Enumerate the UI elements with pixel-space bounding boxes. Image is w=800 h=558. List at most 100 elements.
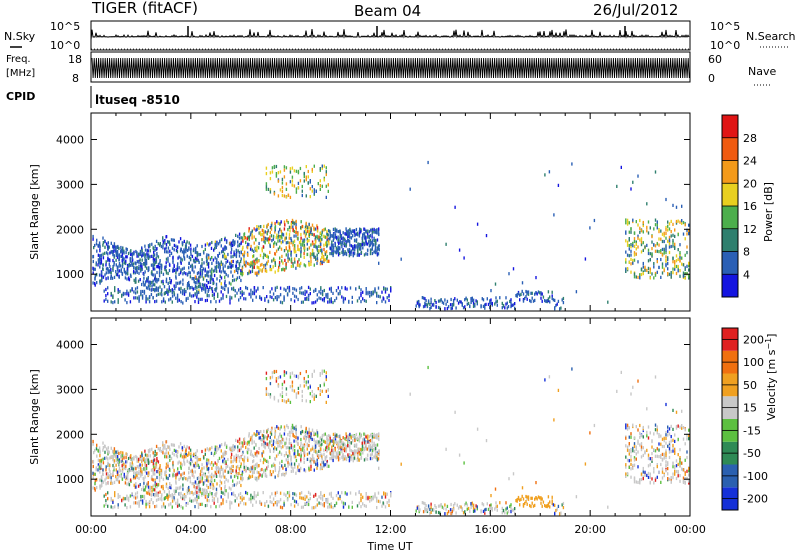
power-cell [343,301,344,304]
velocity-cell [287,433,288,436]
power-cell [278,180,279,183]
power-cell [662,253,663,256]
power-cell [304,263,305,266]
velocity-cell [351,449,352,452]
power-cell [184,258,185,261]
power-cell [310,263,311,266]
velocity-cell [367,458,368,461]
power-cell [229,281,230,284]
power-cell [328,190,329,193]
velocity-cell [261,503,262,506]
velocity-cell [156,494,157,497]
power-cell [294,244,295,247]
velocity-cell [107,457,108,460]
power-cell [292,167,293,170]
velocity-cell [250,500,251,503]
power-cell [324,297,325,300]
velocity-cell [312,438,313,441]
velocity-cell [294,455,295,458]
power-cell [234,243,235,246]
power-cell [455,306,456,309]
velocity-cell [114,505,115,508]
power-cell [286,236,287,239]
velocity-cell [339,457,340,460]
power-cell [156,271,157,274]
velocity-cell [171,457,172,460]
velocity-cell [211,478,212,481]
power-cell [287,286,288,289]
velocity-cell [336,455,337,458]
power-cell [274,222,275,225]
power-cell [179,299,180,302]
power-cell [151,293,152,296]
velocity-cell [363,448,364,451]
velocity-cell [252,435,253,438]
power-cell [320,249,321,252]
power-cell [509,300,510,303]
power-cell [657,223,658,226]
power-cell [266,185,267,188]
power-cell [328,260,329,263]
power-cell [131,287,132,290]
power-cell [285,289,286,292]
power-cell [308,223,309,226]
power-cell [152,296,153,299]
power-cell [367,243,368,246]
power-cell [360,243,361,246]
power-cell [359,286,360,289]
velocity-cell [194,498,195,501]
power-cell [634,253,635,256]
power-cell [367,249,368,252]
power-cell [266,255,267,258]
power-cell [333,228,334,231]
velocity-cell [224,489,225,492]
velocity-cell [102,458,103,461]
power-cell [338,286,339,289]
velocity-cell [358,459,359,462]
velocity-cell [232,484,233,487]
velocity-cell [323,464,324,467]
power-cell [220,275,221,278]
velocity-cell [224,460,225,463]
power-cell [688,275,689,278]
power-cell [310,252,311,255]
velocity-cell [189,461,190,464]
power-cell [312,190,313,193]
velocity-cell [263,437,264,440]
velocity-cell [365,457,366,460]
velocity-cell [326,450,327,453]
velocity-cell [112,501,113,504]
power-cell [320,167,321,170]
velocity-cell [213,475,214,478]
velocity-cell [182,472,183,475]
power-cell [239,237,240,240]
velocity-cell [174,492,175,495]
power-cell [676,259,677,262]
power-cell [291,257,292,260]
velocity-cell [297,469,298,472]
velocity-cell [154,494,155,497]
velocity-cell [175,450,176,453]
power-cell [242,236,243,239]
power-cell [362,291,363,294]
power-cell [252,230,253,233]
power-cell [264,297,265,300]
velocity-cell [185,455,186,458]
velocity-cell [215,448,216,451]
power-cell [255,258,256,261]
velocity-cell [239,438,240,441]
velocity-cell [313,460,314,463]
velocity-cell [199,488,200,491]
power-cell [538,290,539,293]
velocity-cell [130,469,131,472]
power-cell [224,248,225,251]
velocity-cell [201,450,202,453]
velocity-cell [224,485,225,488]
velocity-cell [135,492,136,495]
power-cell [175,282,176,285]
velocity-cell [235,439,236,442]
power-cell [219,279,220,282]
velocity-cell [115,475,116,478]
power-cell [519,298,520,301]
